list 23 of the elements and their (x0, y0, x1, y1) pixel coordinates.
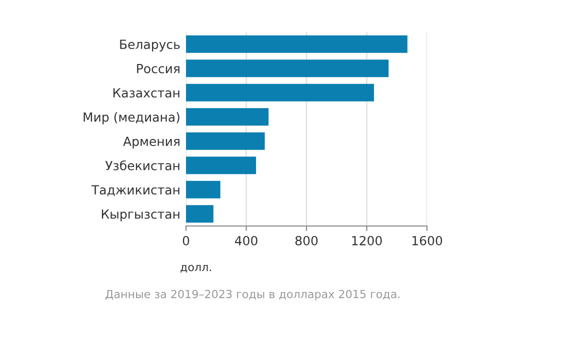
bar (186, 156, 256, 174)
text: Данные за 2019–2023 годы в долларах 2015 года. (106, 290, 400, 300)
y-tick-label: Кыргызстан (102, 210, 180, 222)
y-tick-label: Узбекистан (105, 160, 180, 170)
bar (186, 35, 408, 53)
x-tick-label: 1600 (412, 236, 442, 246)
x-tick-label: 800 (295, 236, 318, 246)
bar (186, 84, 374, 102)
bar (186, 132, 265, 150)
bar (186, 205, 214, 223)
bar (186, 60, 389, 78)
x-axis-title: долл. (180, 264, 212, 273)
y-tick-label: Беларусь (120, 40, 180, 52)
y-tick-label: Казахстан (113, 88, 180, 98)
y-tick-label: Россия (137, 64, 180, 74)
x-tick-label: 400 (234, 236, 258, 246)
x-tick-label: 1200 (352, 236, 382, 246)
y-tick-label: Армения (123, 136, 180, 148)
y-tick-label: Мир (медиана) (84, 112, 180, 124)
bar (186, 108, 269, 126)
x-tick-label: 0 (182, 236, 190, 246)
bar (186, 180, 220, 198)
y-tick-label: Таджикистан (91, 185, 180, 196)
